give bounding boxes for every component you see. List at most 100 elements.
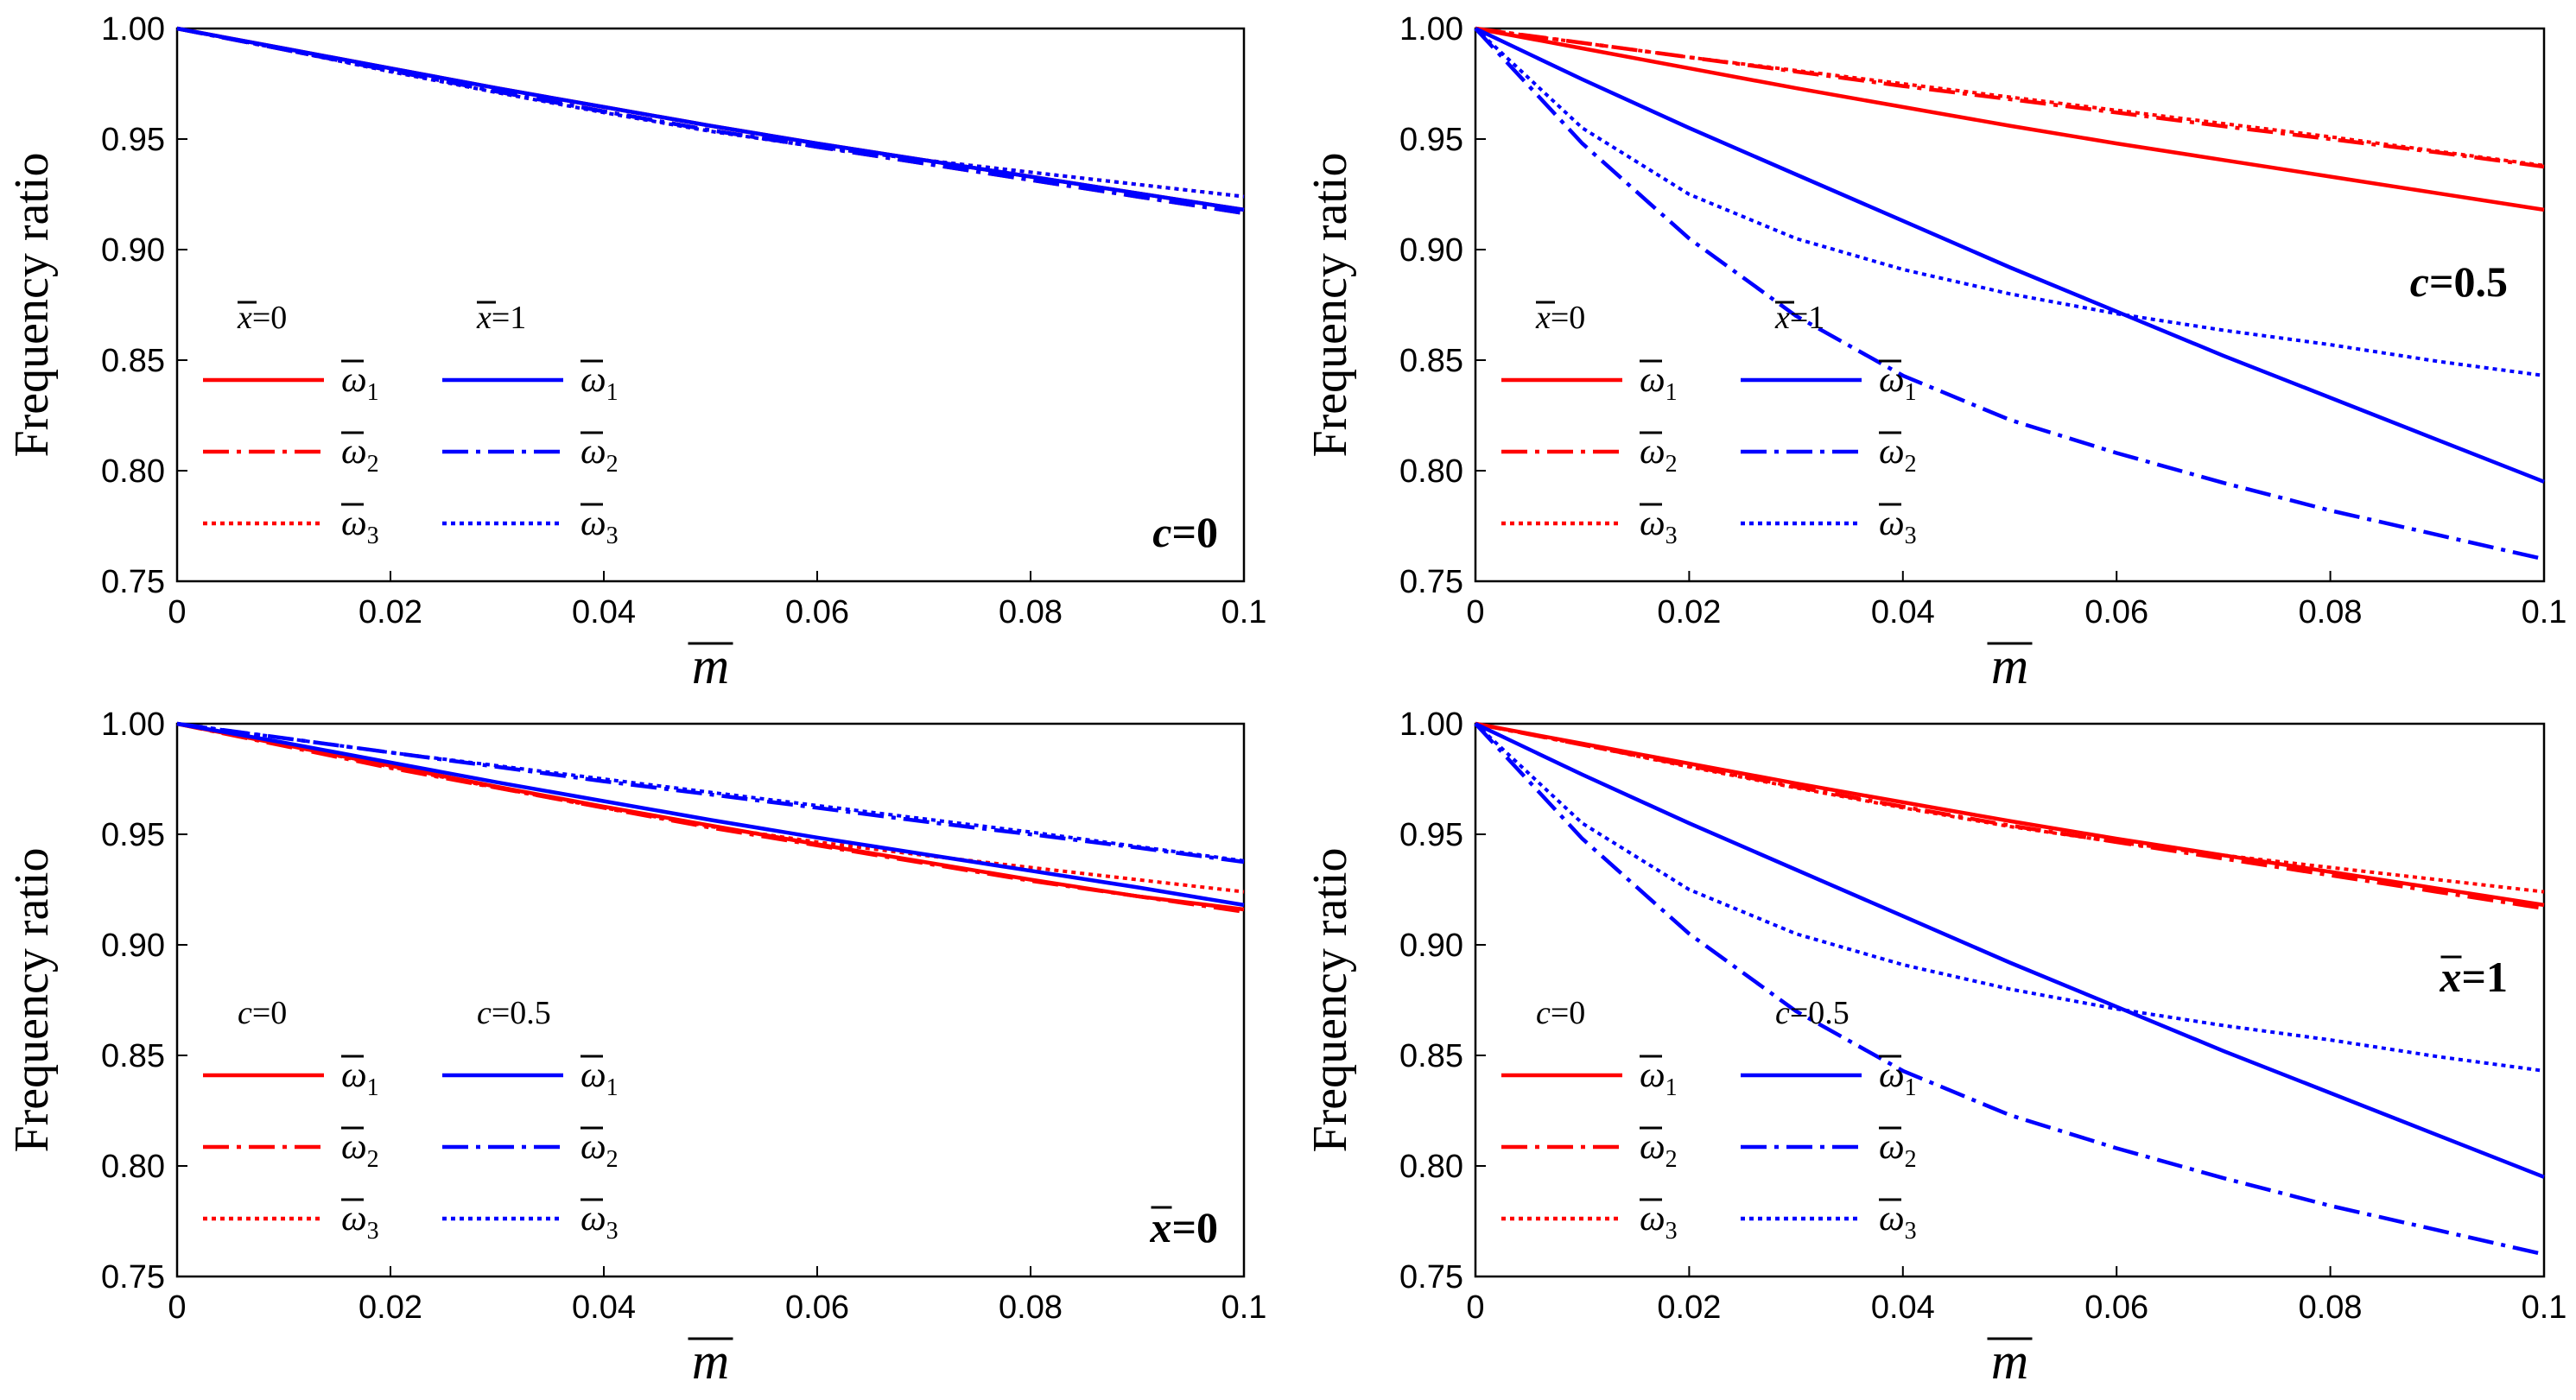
legend-omega-label: ω2 — [341, 432, 379, 478]
legend-omega-label: ω3 — [581, 1199, 619, 1245]
y-tick-label: 0.85 — [1399, 1038, 1463, 1074]
annotation-value: 1 — [2486, 953, 2508, 1001]
annotation-op: = — [1172, 1203, 1197, 1251]
legend-group-header: x=0 — [237, 300, 287, 336]
omega-subscript: 3 — [1666, 1218, 1678, 1245]
annotation-var: x — [2440, 953, 2462, 1001]
legend-omega-label: ω1 — [1879, 1055, 1917, 1101]
panel-top-left: 0 0.02 0.04 0.06 0.08 0.1 0.75 0.80 0.85 0.90 0.95… — [5, 11, 1266, 694]
legend-omega-label: ω2 — [1879, 432, 1917, 478]
omega-symbol: ω — [1879, 1199, 1905, 1238]
legend-omega-label: ω1 — [1640, 360, 1678, 406]
panel-annotation: c=0 — [1152, 508, 1218, 556]
x-tick-label: 0.06 — [785, 594, 849, 630]
x-tick-label: 0.08 — [999, 594, 1063, 630]
x-tick-label: 0.1 — [1221, 1289, 1267, 1326]
omega-subscript: 1 — [1905, 1074, 1917, 1101]
omega-subscript: 1 — [1905, 379, 1917, 406]
y-tick-label: 0.90 — [101, 232, 165, 269]
series-line-red-dotted — [176, 722, 1245, 894]
y-tick-label: 0.80 — [101, 1149, 165, 1185]
legend-header-eq: =0 — [252, 995, 287, 1031]
annotation-op: = — [2462, 953, 2487, 1001]
omega-subscript: 3 — [606, 523, 619, 549]
legend-omega-label: ω3 — [341, 1199, 379, 1245]
omega-subscript: 3 — [367, 523, 379, 549]
omega-symbol: ω — [1879, 1055, 1905, 1095]
x-tick-label: 0 — [168, 1289, 186, 1326]
series-line-blue-solid — [176, 721, 1245, 908]
x-axis-label: m — [1991, 637, 2028, 694]
legend-header-eq: =0 — [1551, 995, 1585, 1031]
legend-omega-label: ω3 — [581, 504, 619, 549]
annotation-var: x — [1150, 1203, 1172, 1251]
y-tick-label: 1.00 — [1399, 11, 1463, 48]
omega-subscript: 1 — [1666, 1074, 1678, 1101]
annotation-var: c — [1152, 508, 1171, 556]
series-line-red-solid — [176, 26, 1245, 212]
omega-symbol: ω — [581, 1127, 606, 1167]
annotation-value: 0.5 — [2454, 257, 2509, 306]
series-line-red-solid — [1475, 721, 2545, 908]
x-tick-label: 0.02 — [358, 1289, 422, 1326]
series-line-blue-dashdot — [1474, 27, 2545, 561]
omega-subscript: 3 — [1905, 523, 1917, 549]
y-tick-label: 0.75 — [1399, 564, 1463, 600]
omega-symbol: ω — [581, 432, 606, 472]
legend-omega-label: ω3 — [1879, 504, 1917, 549]
annotation-value: 0 — [1196, 1203, 1218, 1251]
y-tick-label: 1.00 — [1399, 706, 1463, 743]
x-tick-label: 0.06 — [2084, 1289, 2148, 1326]
omega-symbol: ω — [1640, 1127, 1666, 1167]
legend-header-eq: =1 — [1790, 300, 1824, 336]
omega-subscript: 2 — [606, 1146, 619, 1173]
x-tick-label: 0.02 — [358, 594, 422, 630]
x-tick-label: 0.08 — [999, 1289, 1063, 1326]
legend-group-header: x=1 — [476, 300, 526, 336]
legend-group-header: c=0.5 — [477, 995, 551, 1031]
series-line-red-dotted — [1475, 722, 2545, 894]
series-line-blue-dashdot — [176, 721, 1245, 865]
legend-omega-label: ω2 — [341, 1127, 379, 1173]
y-tick-label: 0.75 — [101, 1259, 165, 1295]
annotation-op: = — [1172, 508, 1197, 556]
plot-frame — [175, 27, 1246, 583]
y-tick-label: 1.00 — [101, 706, 165, 743]
legend-omega-label: ω2 — [1879, 1127, 1917, 1173]
y-tick-label: 0.90 — [1399, 928, 1463, 964]
y-tick-label: 0.85 — [101, 343, 165, 379]
series-line-blue-dotted — [1474, 27, 2545, 377]
x-tick-label: 0 — [168, 594, 186, 630]
series-line-blue-dotted — [176, 27, 1245, 199]
legend-header-var: x — [1774, 300, 1790, 336]
panel-annotation: c=0.5 — [2410, 257, 2508, 306]
panel-annotation: x=0 — [1150, 1203, 1219, 1251]
series-line-red-dotted — [176, 27, 1245, 199]
legend-omega-label: ω1 — [581, 360, 619, 406]
omega-symbol: ω — [341, 1199, 367, 1238]
omega-symbol: ω — [1879, 432, 1905, 472]
x-tick-label: 0.1 — [2522, 594, 2567, 630]
x-axis-label: m — [692, 1333, 729, 1390]
x-tick-label: 0.1 — [1221, 594, 1267, 630]
legend-header-eq: =0 — [1551, 300, 1585, 336]
panel-bottom-left: 0 0.02 0.04 0.06 0.08 0.1 0.75 0.80 0.85 0.90 0.95… — [5, 706, 1266, 1390]
x-tick-label: 0.02 — [1657, 594, 1721, 630]
legend-omega-label: ω2 — [1640, 432, 1678, 478]
omega-symbol: ω — [341, 432, 367, 472]
omega-symbol: ω — [581, 1055, 606, 1095]
series-line-red-dashdot — [1475, 26, 2545, 169]
omega-subscript: 1 — [367, 379, 379, 406]
x-tick-label: 0.08 — [2299, 1289, 2363, 1326]
omega-symbol: ω — [1640, 1199, 1666, 1238]
series-line-red-dashdot — [176, 721, 1245, 914]
plot-frame — [1474, 27, 2546, 583]
legend-omega-label: ω1 — [581, 1055, 619, 1101]
omega-subscript: 1 — [1666, 379, 1678, 406]
omega-subscript: 3 — [367, 1218, 379, 1245]
omega-subscript: 2 — [1905, 1146, 1917, 1173]
y-tick-label: 1.00 — [101, 11, 165, 48]
y-tick-label: 0.80 — [1399, 453, 1463, 490]
series-line-red-dotted — [1475, 27, 2545, 168]
